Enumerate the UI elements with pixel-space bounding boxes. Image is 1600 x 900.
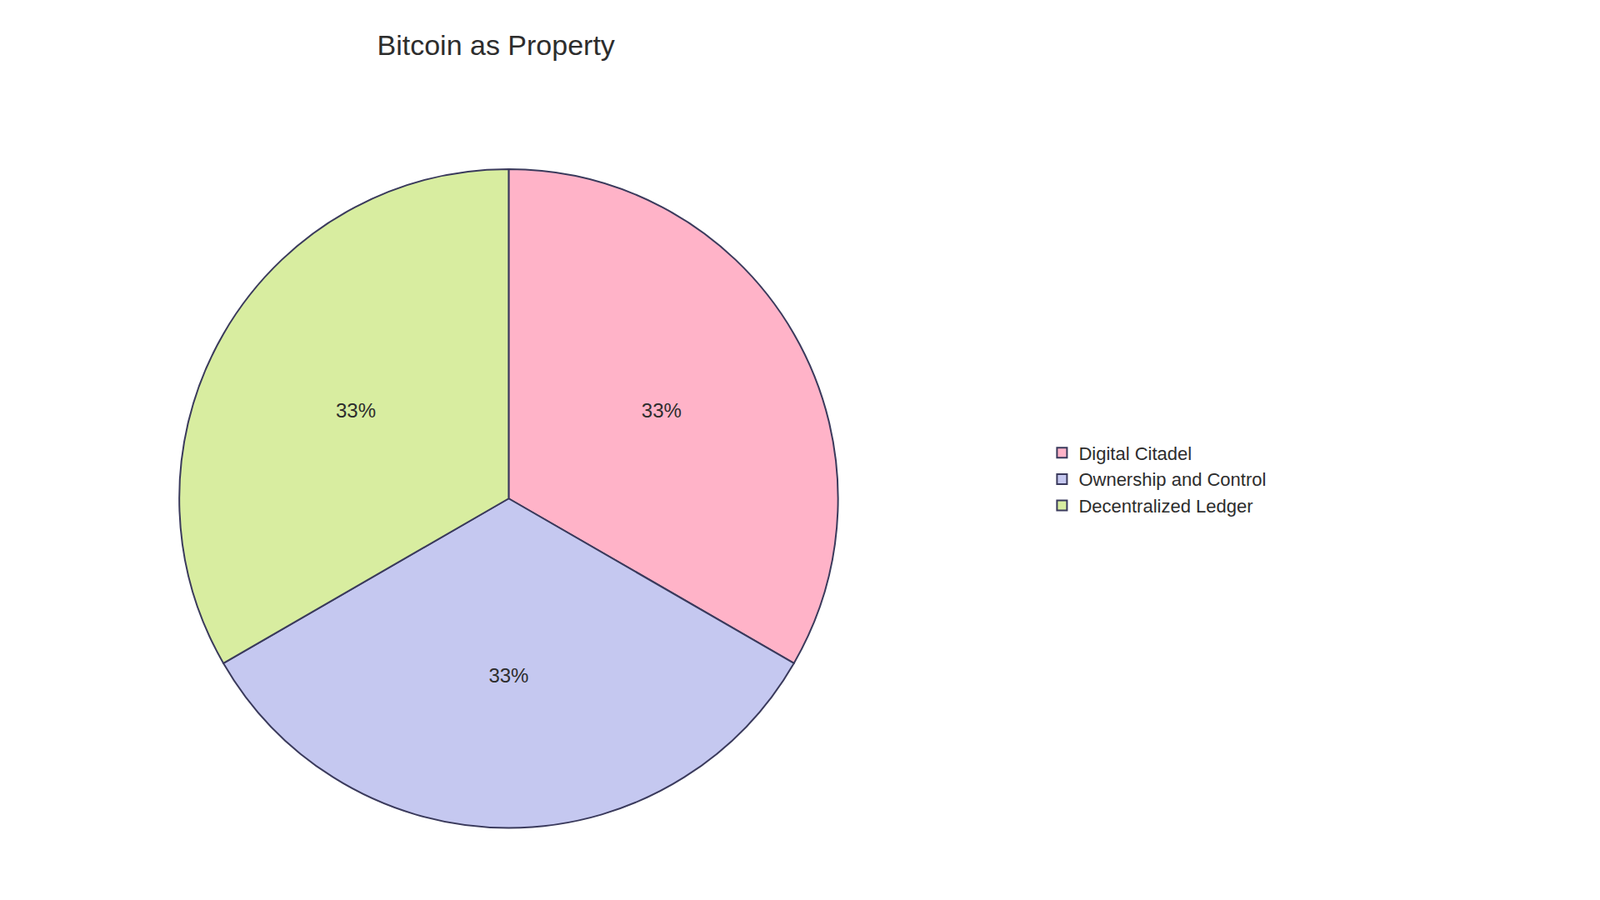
svg-text:Ownership and Control: Ownership and Control xyxy=(1078,469,1266,490)
svg-text:33%: 33% xyxy=(641,399,682,422)
svg-text:Bitcoin as Property: Bitcoin as Property xyxy=(377,29,615,61)
svg-text:Digital Citadel: Digital Citadel xyxy=(1078,443,1192,465)
svg-text:Decentralized Ledger: Decentralized Ledger xyxy=(1078,495,1253,517)
svg-text:33%: 33% xyxy=(488,664,529,687)
svg-text:33%: 33% xyxy=(335,399,376,422)
